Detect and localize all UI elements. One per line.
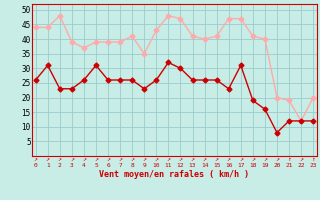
X-axis label: Vent moyen/en rafales ( km/h ): Vent moyen/en rafales ( km/h ) [100, 170, 249, 179]
